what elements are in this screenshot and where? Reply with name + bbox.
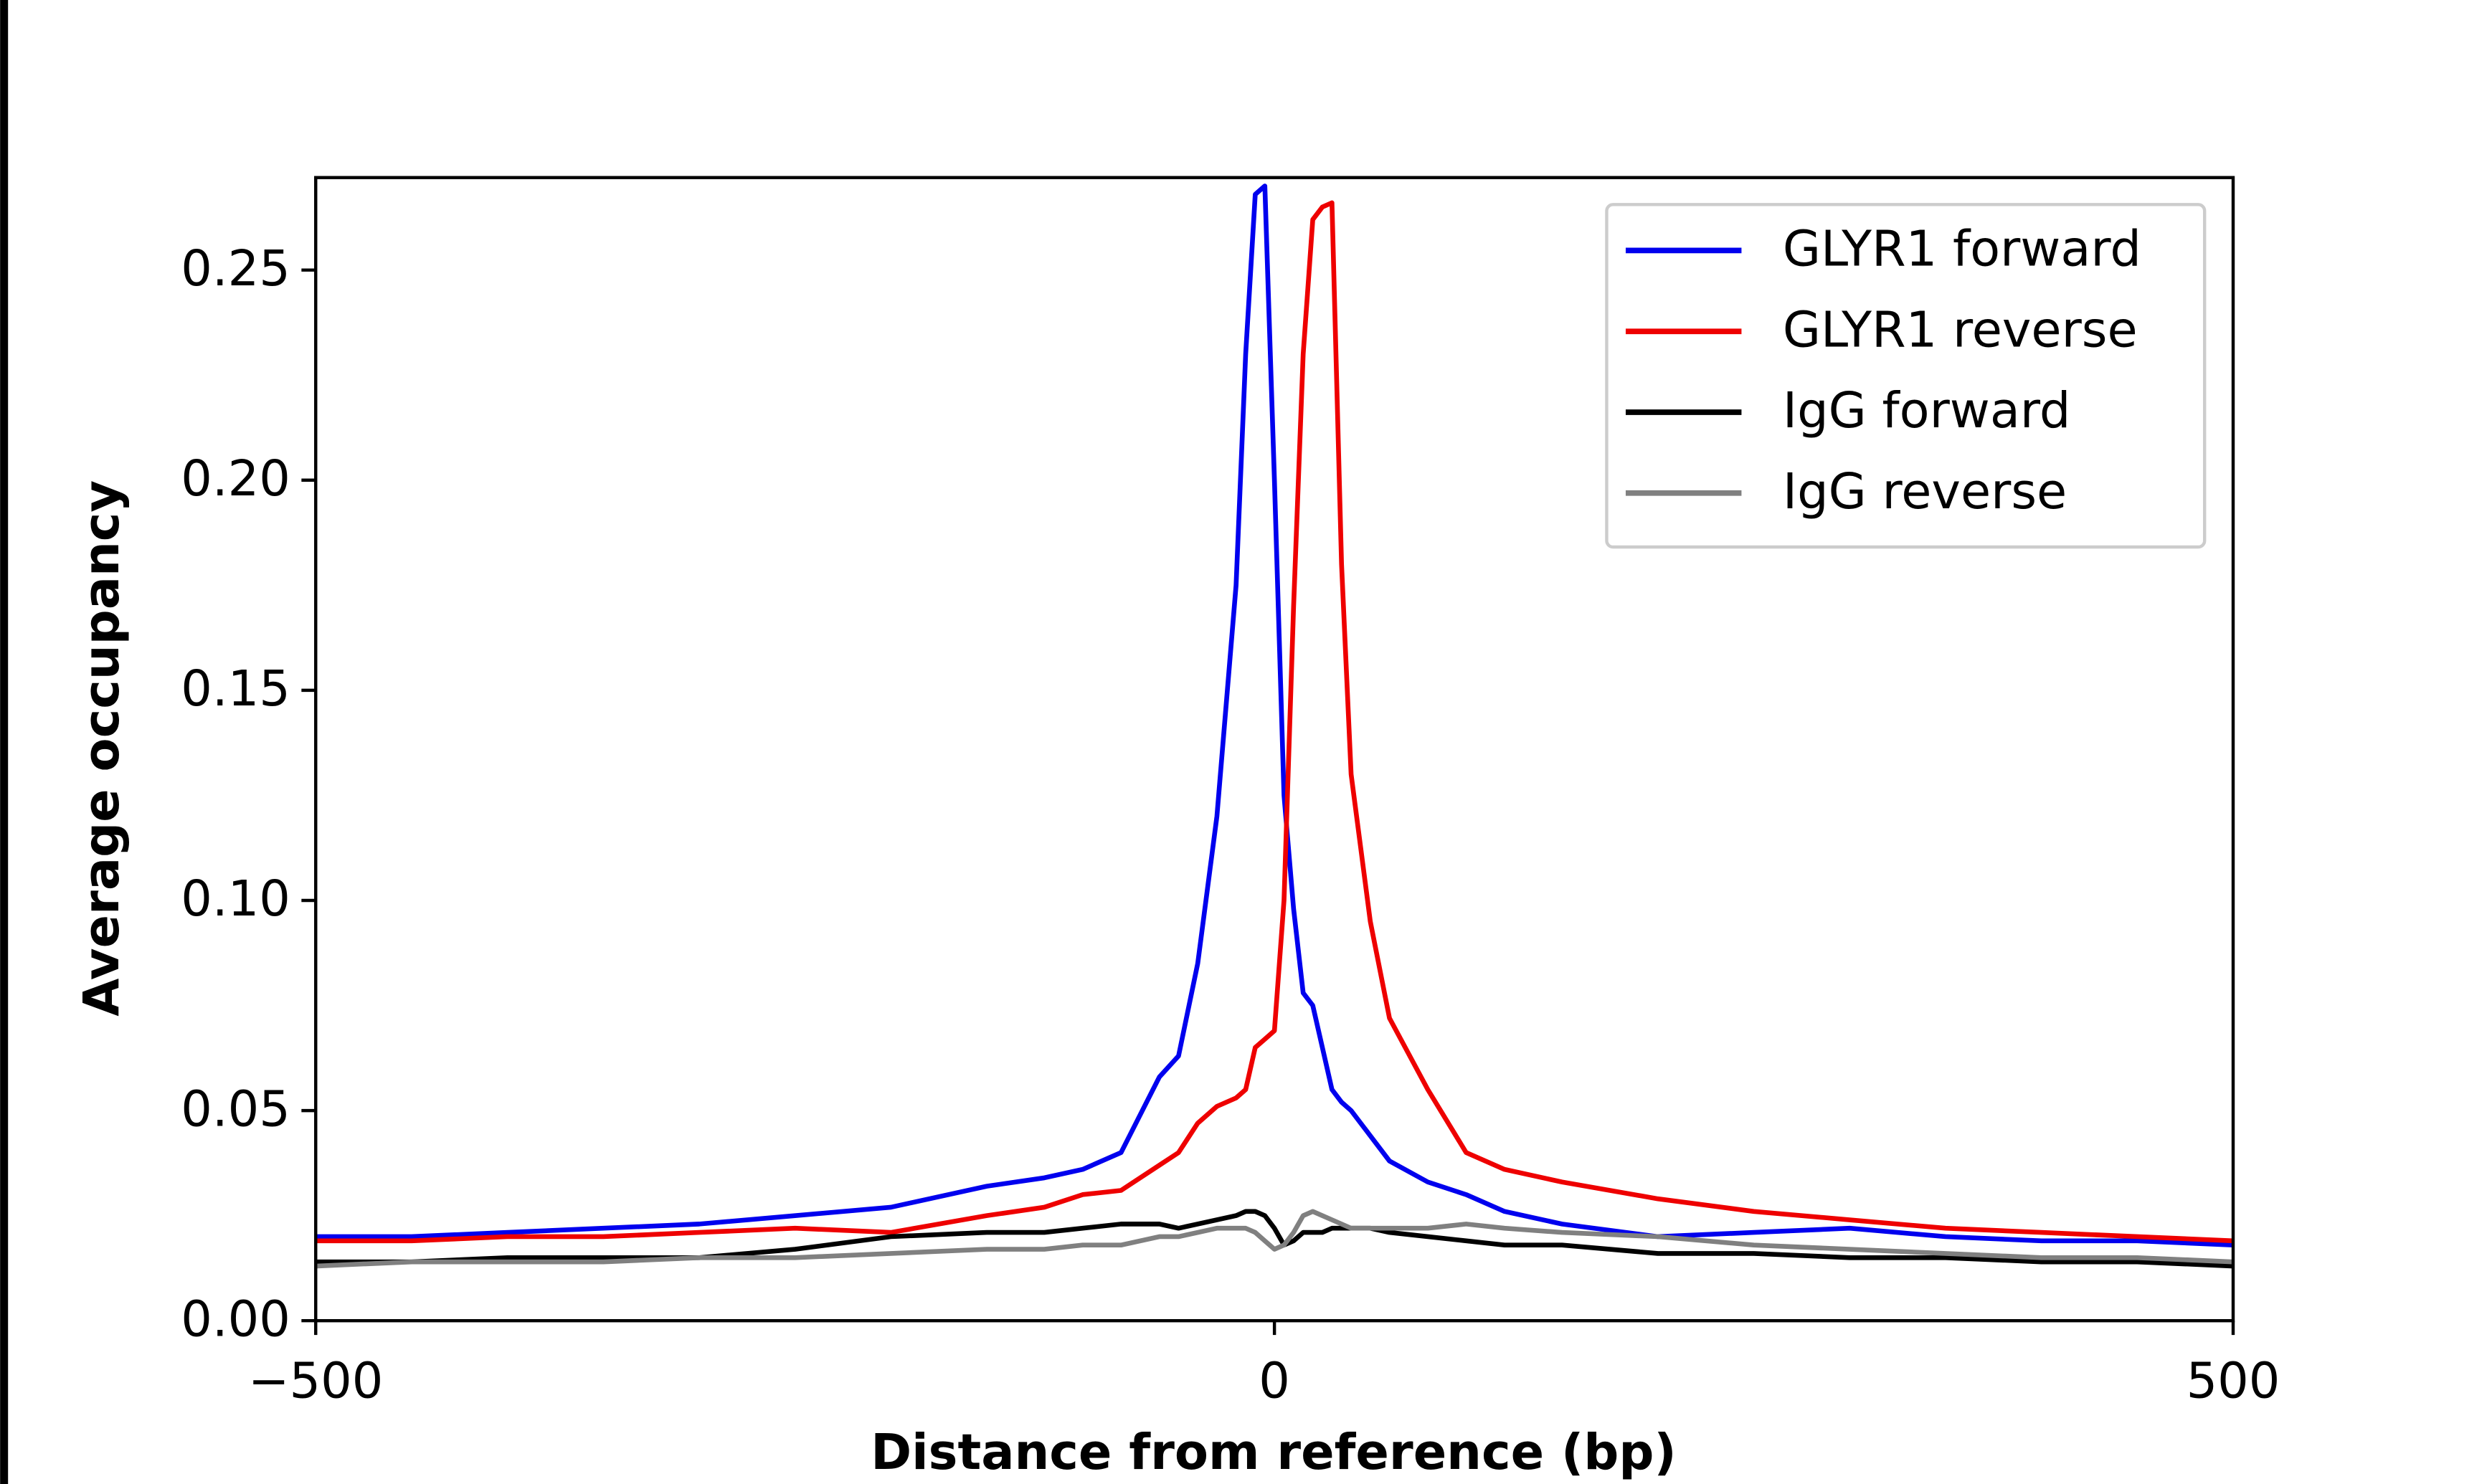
legend: GLYR1 forward GLYR1 reverse IgG forward IgG… xyxy=(1605,203,2207,549)
legend-label: IgG reverse xyxy=(1783,463,2067,520)
data-line xyxy=(316,184,2234,1248)
legend-label: GLYR1 forward xyxy=(1783,221,2141,278)
x-tick-label: 500 xyxy=(2187,1353,2280,1410)
legend-label: IgG forward xyxy=(1783,382,2070,439)
y-axis-label: Average occupancy xyxy=(73,480,131,1017)
legend-box xyxy=(1605,203,2207,549)
x-tick-label: −500 xyxy=(248,1353,383,1410)
y-tick-label: 0.15 xyxy=(181,660,290,718)
legend-label: GLYR1 reverse xyxy=(1783,301,2138,358)
data-line xyxy=(316,1209,2234,1269)
y-tick-label: 0.25 xyxy=(181,240,290,298)
plot-frame xyxy=(314,176,2235,1323)
x-axis-label: Distance from reference (bp) xyxy=(871,1424,1677,1481)
y-tick-label: 0.10 xyxy=(181,870,290,928)
y-tick-label: 0.05 xyxy=(181,1080,290,1138)
y-tick-label: 0.00 xyxy=(181,1290,290,1348)
left-edge xyxy=(0,0,9,1484)
data-line xyxy=(316,200,2234,1244)
x-tick-label: 0 xyxy=(1259,1353,1290,1410)
y-tick-label: 0.20 xyxy=(181,450,290,508)
